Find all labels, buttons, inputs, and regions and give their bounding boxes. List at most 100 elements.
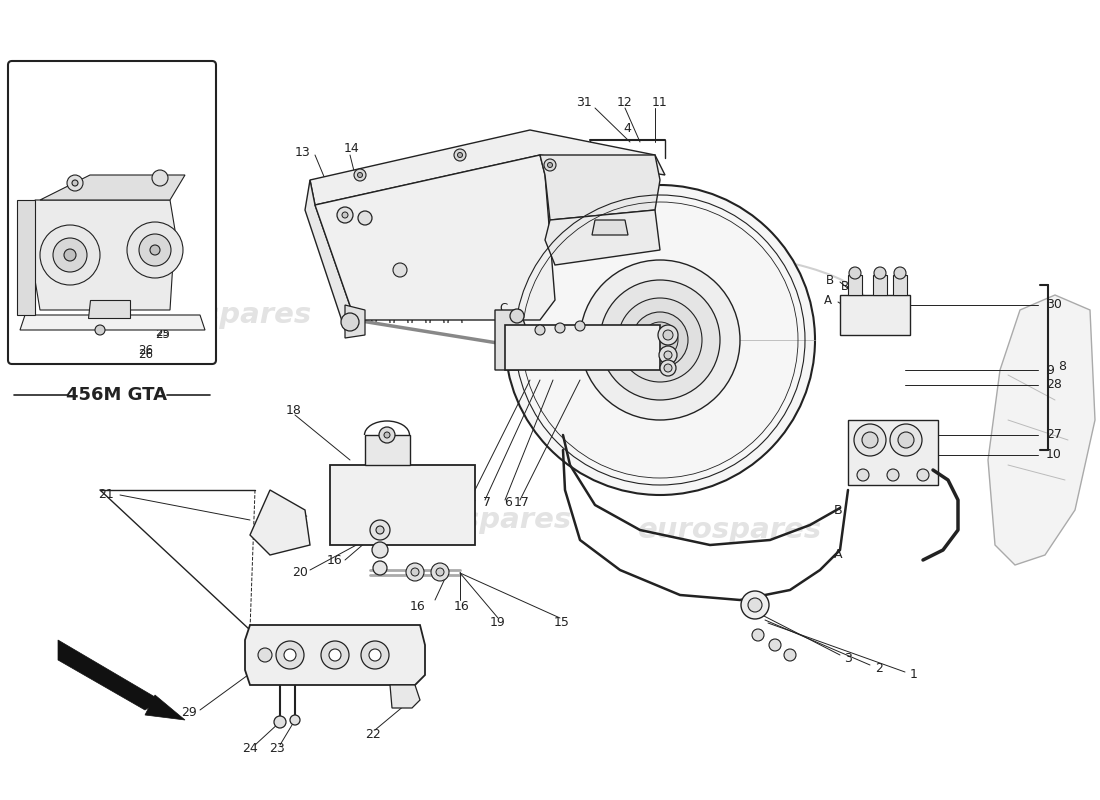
Circle shape [664, 364, 672, 372]
Circle shape [556, 323, 565, 333]
Text: C: C [499, 302, 508, 314]
Circle shape [618, 298, 702, 382]
Circle shape [373, 561, 387, 575]
Text: 10: 10 [1046, 449, 1062, 462]
Circle shape [544, 159, 556, 171]
Polygon shape [245, 625, 425, 685]
Circle shape [411, 568, 419, 576]
Text: 16: 16 [410, 601, 426, 614]
Circle shape [664, 351, 672, 359]
Text: 17: 17 [514, 497, 530, 510]
Polygon shape [330, 465, 475, 545]
Circle shape [660, 360, 676, 376]
Circle shape [358, 211, 372, 225]
Text: 21: 21 [98, 489, 114, 502]
Text: 20: 20 [293, 566, 308, 579]
Circle shape [600, 280, 720, 400]
Circle shape [857, 469, 869, 481]
Text: A: A [824, 294, 832, 306]
Circle shape [406, 563, 424, 581]
Circle shape [384, 432, 390, 438]
Polygon shape [988, 295, 1094, 565]
Circle shape [510, 309, 524, 323]
Circle shape [258, 648, 272, 662]
Polygon shape [58, 640, 160, 710]
Polygon shape [20, 315, 205, 330]
Polygon shape [250, 490, 310, 555]
Circle shape [361, 641, 389, 669]
Text: 15: 15 [554, 617, 570, 630]
Circle shape [741, 591, 769, 619]
Circle shape [854, 424, 886, 456]
Circle shape [580, 260, 740, 420]
Polygon shape [495, 310, 525, 370]
Circle shape [276, 641, 304, 669]
Circle shape [917, 469, 930, 481]
Polygon shape [505, 325, 660, 370]
Circle shape [341, 313, 359, 331]
Circle shape [67, 175, 82, 191]
Text: 6: 6 [504, 497, 512, 510]
Polygon shape [544, 210, 660, 265]
Circle shape [372, 542, 388, 558]
Text: 3: 3 [844, 651, 851, 665]
Polygon shape [592, 220, 628, 235]
Text: 2: 2 [874, 662, 883, 674]
Text: 1: 1 [910, 669, 917, 682]
Text: 31: 31 [576, 97, 592, 110]
Circle shape [642, 322, 678, 358]
Text: 16: 16 [327, 554, 342, 566]
Circle shape [894, 267, 906, 279]
Circle shape [368, 649, 381, 661]
Polygon shape [305, 180, 355, 330]
Circle shape [337, 207, 353, 223]
Text: 25: 25 [155, 329, 169, 342]
Text: 5: 5 [454, 497, 462, 510]
Circle shape [53, 238, 87, 272]
Text: A: A [844, 298, 852, 311]
Circle shape [659, 346, 676, 364]
Circle shape [393, 263, 407, 277]
Circle shape [632, 312, 688, 368]
Circle shape [431, 563, 449, 581]
Circle shape [379, 427, 395, 443]
Text: 7: 7 [483, 497, 491, 510]
Polygon shape [390, 685, 420, 708]
Circle shape [663, 330, 673, 340]
Polygon shape [873, 275, 887, 295]
Text: 26: 26 [138, 343, 153, 357]
Circle shape [342, 212, 348, 218]
Text: eurospares: eurospares [128, 301, 312, 329]
Circle shape [887, 469, 899, 481]
Circle shape [752, 629, 764, 641]
Text: 25: 25 [155, 326, 169, 338]
Polygon shape [345, 305, 365, 338]
Text: 24: 24 [242, 742, 257, 754]
Circle shape [505, 185, 815, 495]
Circle shape [658, 325, 678, 345]
Text: C: C [298, 514, 307, 526]
Circle shape [849, 267, 861, 279]
Circle shape [358, 173, 363, 178]
Text: 9: 9 [1046, 363, 1054, 377]
Text: 456M GTA: 456M GTA [66, 386, 167, 404]
Circle shape [535, 325, 544, 335]
Polygon shape [540, 155, 660, 220]
Circle shape [150, 245, 160, 255]
Polygon shape [16, 200, 35, 315]
Polygon shape [848, 275, 862, 295]
Circle shape [874, 267, 886, 279]
Circle shape [436, 568, 444, 576]
Circle shape [64, 249, 76, 261]
Text: 4: 4 [623, 122, 631, 134]
Text: 19: 19 [491, 617, 506, 630]
Polygon shape [365, 435, 410, 465]
Text: 12: 12 [617, 97, 632, 110]
Polygon shape [35, 200, 175, 310]
Circle shape [575, 321, 585, 331]
Text: 18: 18 [286, 403, 301, 417]
Text: A: A [834, 549, 843, 562]
Circle shape [458, 153, 462, 158]
Circle shape [139, 234, 170, 266]
Circle shape [548, 162, 552, 167]
